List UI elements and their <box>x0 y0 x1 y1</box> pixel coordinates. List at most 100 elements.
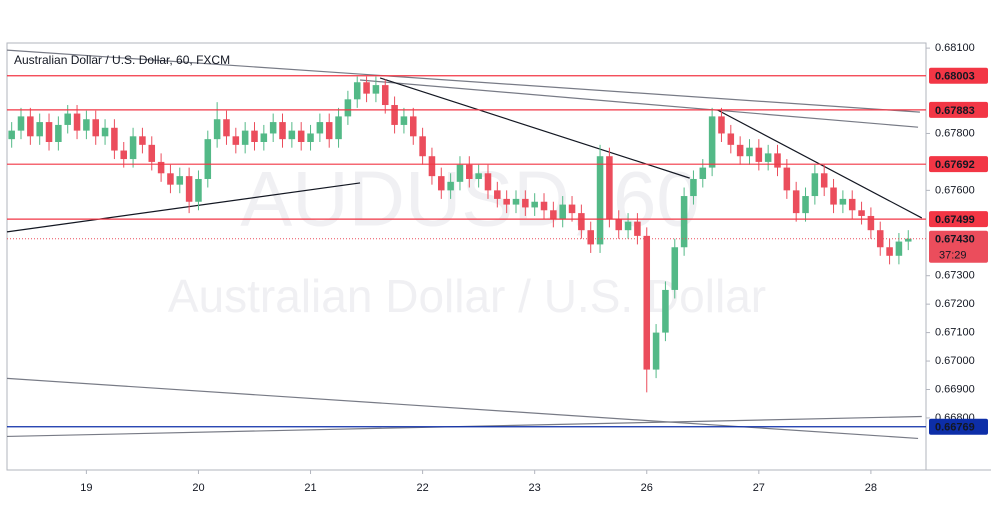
candle-body <box>848 198 856 211</box>
candle-body <box>55 124 62 142</box>
x-tick-label: 22 <box>416 482 428 494</box>
candle-body <box>568 204 576 214</box>
x-tick-label: 28 <box>865 482 877 494</box>
candle-body <box>904 238 912 242</box>
candle-body <box>139 136 146 145</box>
candle-body <box>494 190 501 199</box>
candle-body <box>839 198 847 205</box>
candle-body <box>484 173 492 191</box>
candle-body <box>176 176 184 185</box>
y-tick-label: 0.67200 <box>935 298 975 310</box>
candle-body <box>727 133 735 145</box>
y-tick-label: 0.66900 <box>935 383 975 395</box>
candle-body <box>241 130 249 145</box>
candle-body <box>64 113 71 125</box>
candle-body <box>736 144 744 157</box>
candle-body <box>167 173 174 185</box>
candle-body <box>260 133 268 142</box>
trend-line <box>6 182 361 233</box>
candle-body <box>111 127 118 151</box>
price-level-label: 0.66769 <box>935 422 975 434</box>
candle-body <box>708 116 716 168</box>
candle-body <box>475 173 482 179</box>
candle-body <box>811 173 819 197</box>
candle-body <box>381 85 389 106</box>
candle-body <box>204 139 212 179</box>
candle-body <box>409 116 417 137</box>
candle-body <box>101 127 109 137</box>
price-level-tag <box>929 67 988 84</box>
candle-body <box>522 198 529 208</box>
candle-body <box>307 133 314 142</box>
x-tick-label: 23 <box>529 482 541 494</box>
y-tick-label: 0.67100 <box>935 327 975 339</box>
candle-body <box>129 136 137 160</box>
candle-body <box>456 164 464 182</box>
candle-body <box>372 85 380 94</box>
candle-body <box>615 218 623 231</box>
candle-body <box>671 247 679 290</box>
candle-body <box>578 213 585 231</box>
trend-line <box>379 77 690 179</box>
countdown: 37:29 <box>939 250 967 262</box>
candle-body <box>316 122 324 134</box>
x-tick-label: 20 <box>192 482 204 494</box>
candle-body <box>774 153 781 168</box>
candle-body <box>699 167 707 179</box>
candle-body <box>45 122 53 142</box>
candle-body <box>587 230 594 245</box>
y-tick-label: 0.67800 <box>935 127 975 139</box>
candle-body <box>680 196 688 248</box>
price-level-label: 0.68003 <box>935 71 975 83</box>
trend-line <box>6 49 920 113</box>
candle-body <box>466 164 473 179</box>
x-tick-label: 26 <box>641 482 653 494</box>
candle-body <box>363 82 370 94</box>
candle-body <box>223 119 230 137</box>
candle-body <box>643 235 651 370</box>
candle-body <box>830 187 837 205</box>
candle-body <box>764 153 772 162</box>
x-tick-label: 19 <box>80 482 92 494</box>
symbol-title: Australian Dollar / U.S. Dollar, 60, FXC… <box>14 53 230 67</box>
candle-body <box>120 150 128 160</box>
candle-body <box>531 201 538 208</box>
candle-body <box>746 147 753 157</box>
candle-body <box>559 204 566 219</box>
candle-body <box>27 116 34 137</box>
trend-line <box>6 377 919 440</box>
candle-body <box>279 122 286 140</box>
candle-body <box>428 156 436 177</box>
candle-body <box>820 173 828 188</box>
price-level-tag <box>929 418 988 435</box>
candle-body <box>92 119 99 137</box>
candle-body <box>232 136 240 145</box>
candle-body <box>73 113 81 131</box>
price-level-label: 0.67499 <box>935 214 975 226</box>
price-level-tag <box>929 156 988 173</box>
last-price-tag <box>929 230 988 263</box>
price-level-label: 0.67692 <box>935 159 975 171</box>
price-level-tag <box>929 211 988 228</box>
candle-body <box>438 176 445 191</box>
candle-body <box>297 130 305 142</box>
candle-body <box>400 116 408 125</box>
candle-body <box>335 116 342 140</box>
candle-body <box>867 215 875 231</box>
candle-body <box>213 119 221 140</box>
candle-body <box>288 130 296 140</box>
candle-body <box>634 221 641 236</box>
candle-body <box>195 178 202 202</box>
x-tick-label: 27 <box>753 482 765 494</box>
candle-body <box>662 289 669 333</box>
candle-body <box>8 130 15 140</box>
candle-body <box>344 99 352 117</box>
y-tick-label: 0.67600 <box>935 184 975 196</box>
candle-body <box>886 247 893 256</box>
candle-body <box>858 210 865 216</box>
candle-body <box>157 161 165 174</box>
y-tick-label: 0.67000 <box>935 355 975 367</box>
candle-body <box>718 116 725 134</box>
candle-body <box>512 198 520 205</box>
